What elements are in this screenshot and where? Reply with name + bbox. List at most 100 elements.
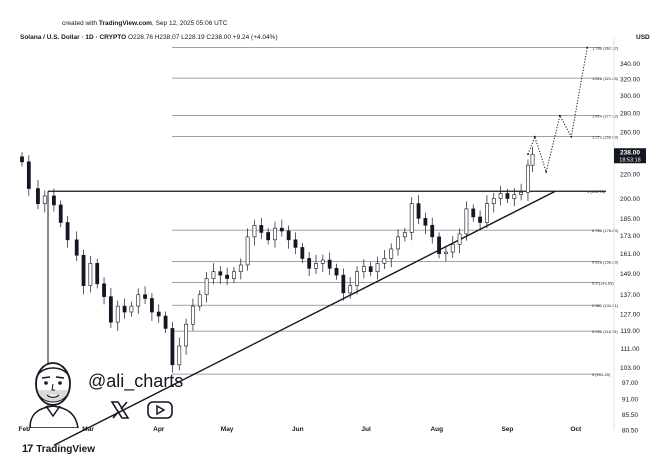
candle-body-1 [26,161,31,189]
candle-body-51 [375,263,380,272]
last-price-countdown: 18:53:18 [619,158,640,164]
candle-body-48 [355,271,359,286]
candle-body-55 [402,232,407,238]
candle-body-61 [444,251,448,254]
candle-body-35 [266,232,271,241]
candle-body-67 [485,203,489,223]
candle-body-41 [307,258,312,269]
candle-body-24 [191,305,195,325]
y-tick-label-16: 103.00 [620,365,640,372]
symbol-header: Solana / U.S. Dollar · 1D · CRYPTO O228.… [20,34,278,41]
candle-body-56 [409,203,414,233]
candle-body-4 [52,195,56,206]
created-with-label: created with TradingView.com, Sep 12, 20… [62,20,228,27]
candle-body-6 [65,222,70,241]
candle-body-22 [177,345,182,366]
candle-body-72 [519,191,524,196]
candle-body-7 [74,239,79,256]
y-tick-label-8: 185.00 [620,216,640,223]
symbol-title: Solana / U.S. Dollar · 1D · CRYPTO [20,34,127,41]
candle-body-57 [416,203,421,219]
fib-label-3: 0.5 (143.65) [592,281,614,286]
candle-body-52 [382,258,387,264]
candle-body-29 [225,274,230,279]
projection-point-0 [527,153,529,156]
candle-body-53 [389,248,394,259]
candle-body-74 [530,153,535,166]
x-icon [110,401,130,419]
candle-body-31 [238,264,243,272]
candle-body-13 [115,305,120,323]
y-tick-label-12: 137.00 [620,292,640,299]
currency-label: USD [636,34,650,41]
candle-body-40 [300,247,305,259]
avatar-illustration [29,362,79,428]
candle-body-10 [95,263,100,285]
y-tick-label-4: 260.00 [620,129,640,136]
candle-body-23 [184,323,188,347]
y-tick-label-6: 220.00 [620,172,640,179]
candle-body-33 [252,224,257,238]
fib-label-7: 1.272 (255.09) [592,135,619,140]
last-price-badge [614,148,646,164]
candle-body-62 [450,244,455,253]
candle-body-43 [320,259,325,264]
fib-label-9: 1.618 (321.08) [592,76,619,81]
candle-body-8 [81,254,86,286]
fib-label-1: 0.236 (118.75) [592,329,618,334]
candle-body-49 [361,266,366,272]
x-tick-label-2: Apr [153,426,165,433]
fib-label-0: 0 (100.29) [592,372,611,377]
candle-body-46 [341,274,346,294]
created-date: , Sep 12, 2025 05:06 UTC [151,20,228,27]
candle-body-15 [129,305,134,313]
y-tick-label-11: 149.00 [620,271,640,278]
candle-body-26 [204,278,209,296]
y-tick-label-17: 97.00 [622,380,639,387]
candle-body-39 [293,239,298,248]
y-tick-label-10: 161.00 [620,251,640,258]
fib-label-10: 1.786 (362.32) [592,45,619,50]
y-tick-label-20: 80.50 [622,428,639,435]
candle-body-36 [273,227,277,241]
youtube-icon [147,401,173,419]
tradingview-brand: TradingView [36,443,95,455]
y-tick-label-14: 119.00 [620,328,640,335]
candle-body-14 [122,305,127,313]
candle-body-44 [327,259,332,269]
x-tick-label-4: Jun [292,426,304,433]
candle-body-70 [505,193,510,199]
candle-body-20 [163,315,168,329]
tradingview-logo: 17 TradingView [22,443,95,455]
x-tick-label-1: Mar [82,426,94,433]
candle-body-73 [526,164,530,193]
candle-body-42 [314,263,318,269]
fib-label-5: 0.786 (176.63) [592,228,619,233]
y-tick-label-7: 200.00 [620,196,640,203]
projection-point-2 [545,171,548,173]
candle-body-66 [478,216,482,223]
candle-body-58 [423,218,428,226]
candle-body-5 [58,204,63,223]
candle-body-60 [437,236,441,254]
x-tick-label-8: Oct [570,426,582,433]
candle-body-63 [457,233,462,245]
candle-body-9 [88,263,93,286]
ohlc-values: O228.76 H238.07 L228.19 C238.00 +9.24 (+… [126,34,278,41]
candle-body-59 [430,224,435,238]
candle-body-47 [348,285,353,294]
candle-body-34 [259,224,264,233]
fib-label-4: 0.618 (156.23) [592,259,619,264]
candle-body-30 [232,271,236,279]
projection-point-5 [586,46,589,49]
last-price-value: 238.00 [620,150,640,157]
candle-body-65 [471,208,476,218]
candle-body-37 [279,227,284,232]
y-tick-label-18: 91.00 [622,396,639,403]
candle-body-11 [102,283,106,297]
fib-label-8: 1.414 (277.22) [592,113,619,118]
tradingview-mark-icon: 17 [22,443,33,455]
y-tick-label-15: 111.00 [621,346,640,353]
y-tick-label-9: 173.00 [620,233,640,240]
